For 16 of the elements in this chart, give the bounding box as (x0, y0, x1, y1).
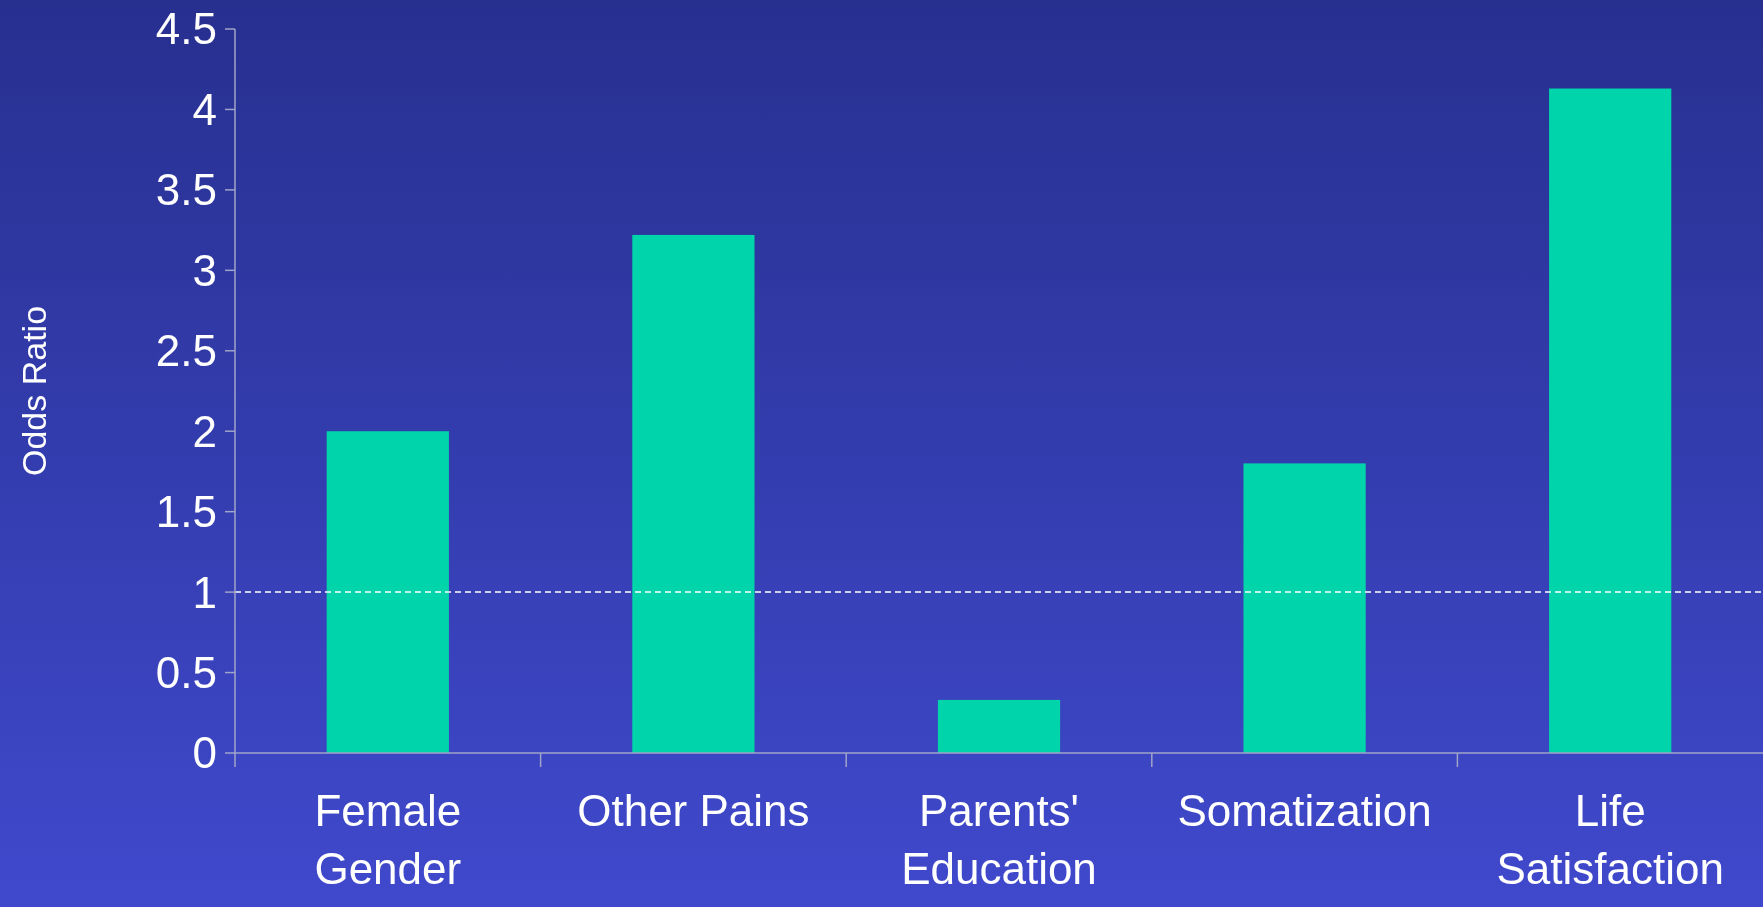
y-tick-label: 4 (192, 84, 217, 134)
y-tick-label: 1.5 (155, 487, 217, 537)
x-tick-label: Life Satisfaction (1496, 786, 1724, 893)
x-tick-label: Female Gender (314, 786, 462, 893)
y-tick-label: 3 (192, 245, 217, 295)
y-tick-label: 0 (192, 728, 217, 778)
y-tick-label: 2.5 (155, 326, 217, 376)
y-tick-label: 1 (192, 567, 217, 617)
x-tick-label: Parents' Education (901, 786, 1097, 893)
y-axis-title: Odds Ratio (15, 305, 53, 477)
y-tick-label: 3.5 (155, 165, 217, 215)
y-tick-label: 2 (192, 406, 217, 456)
x-tick-label: Other Pains (577, 786, 810, 835)
x-tick-label: Somatization (1177, 786, 1432, 835)
y-tick-label: 0.5 (155, 647, 217, 697)
y-tick-label: 4.5 (155, 4, 217, 54)
